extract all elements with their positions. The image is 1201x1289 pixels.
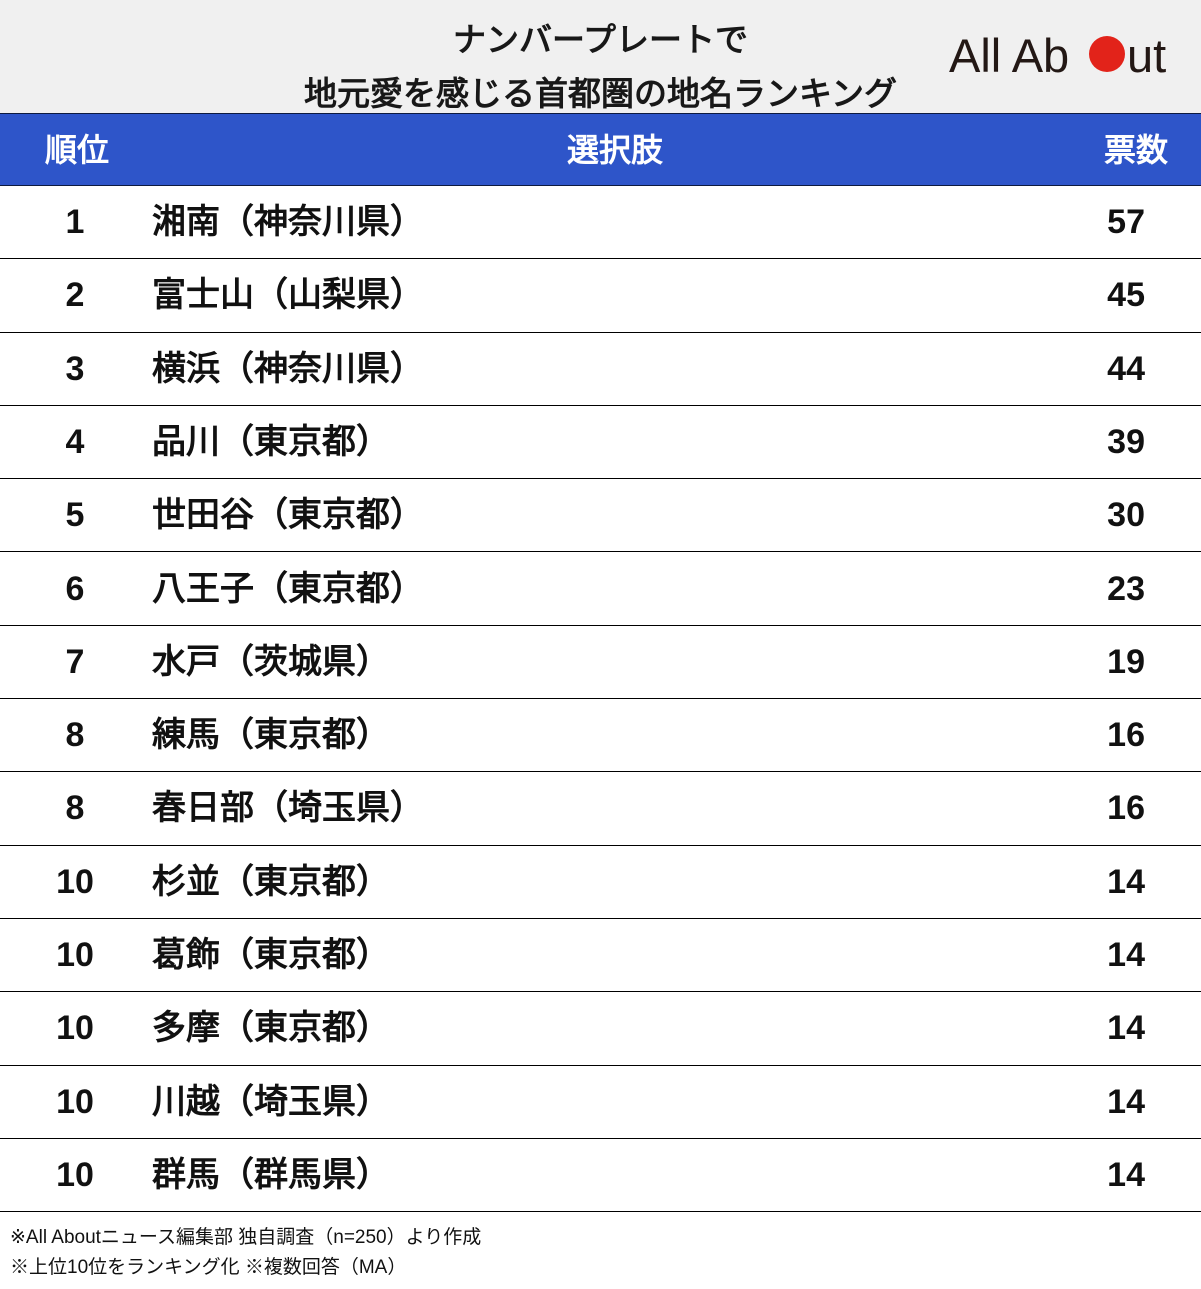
svg-text:All Abut: All Ab ut — [949, 29, 1166, 82]
